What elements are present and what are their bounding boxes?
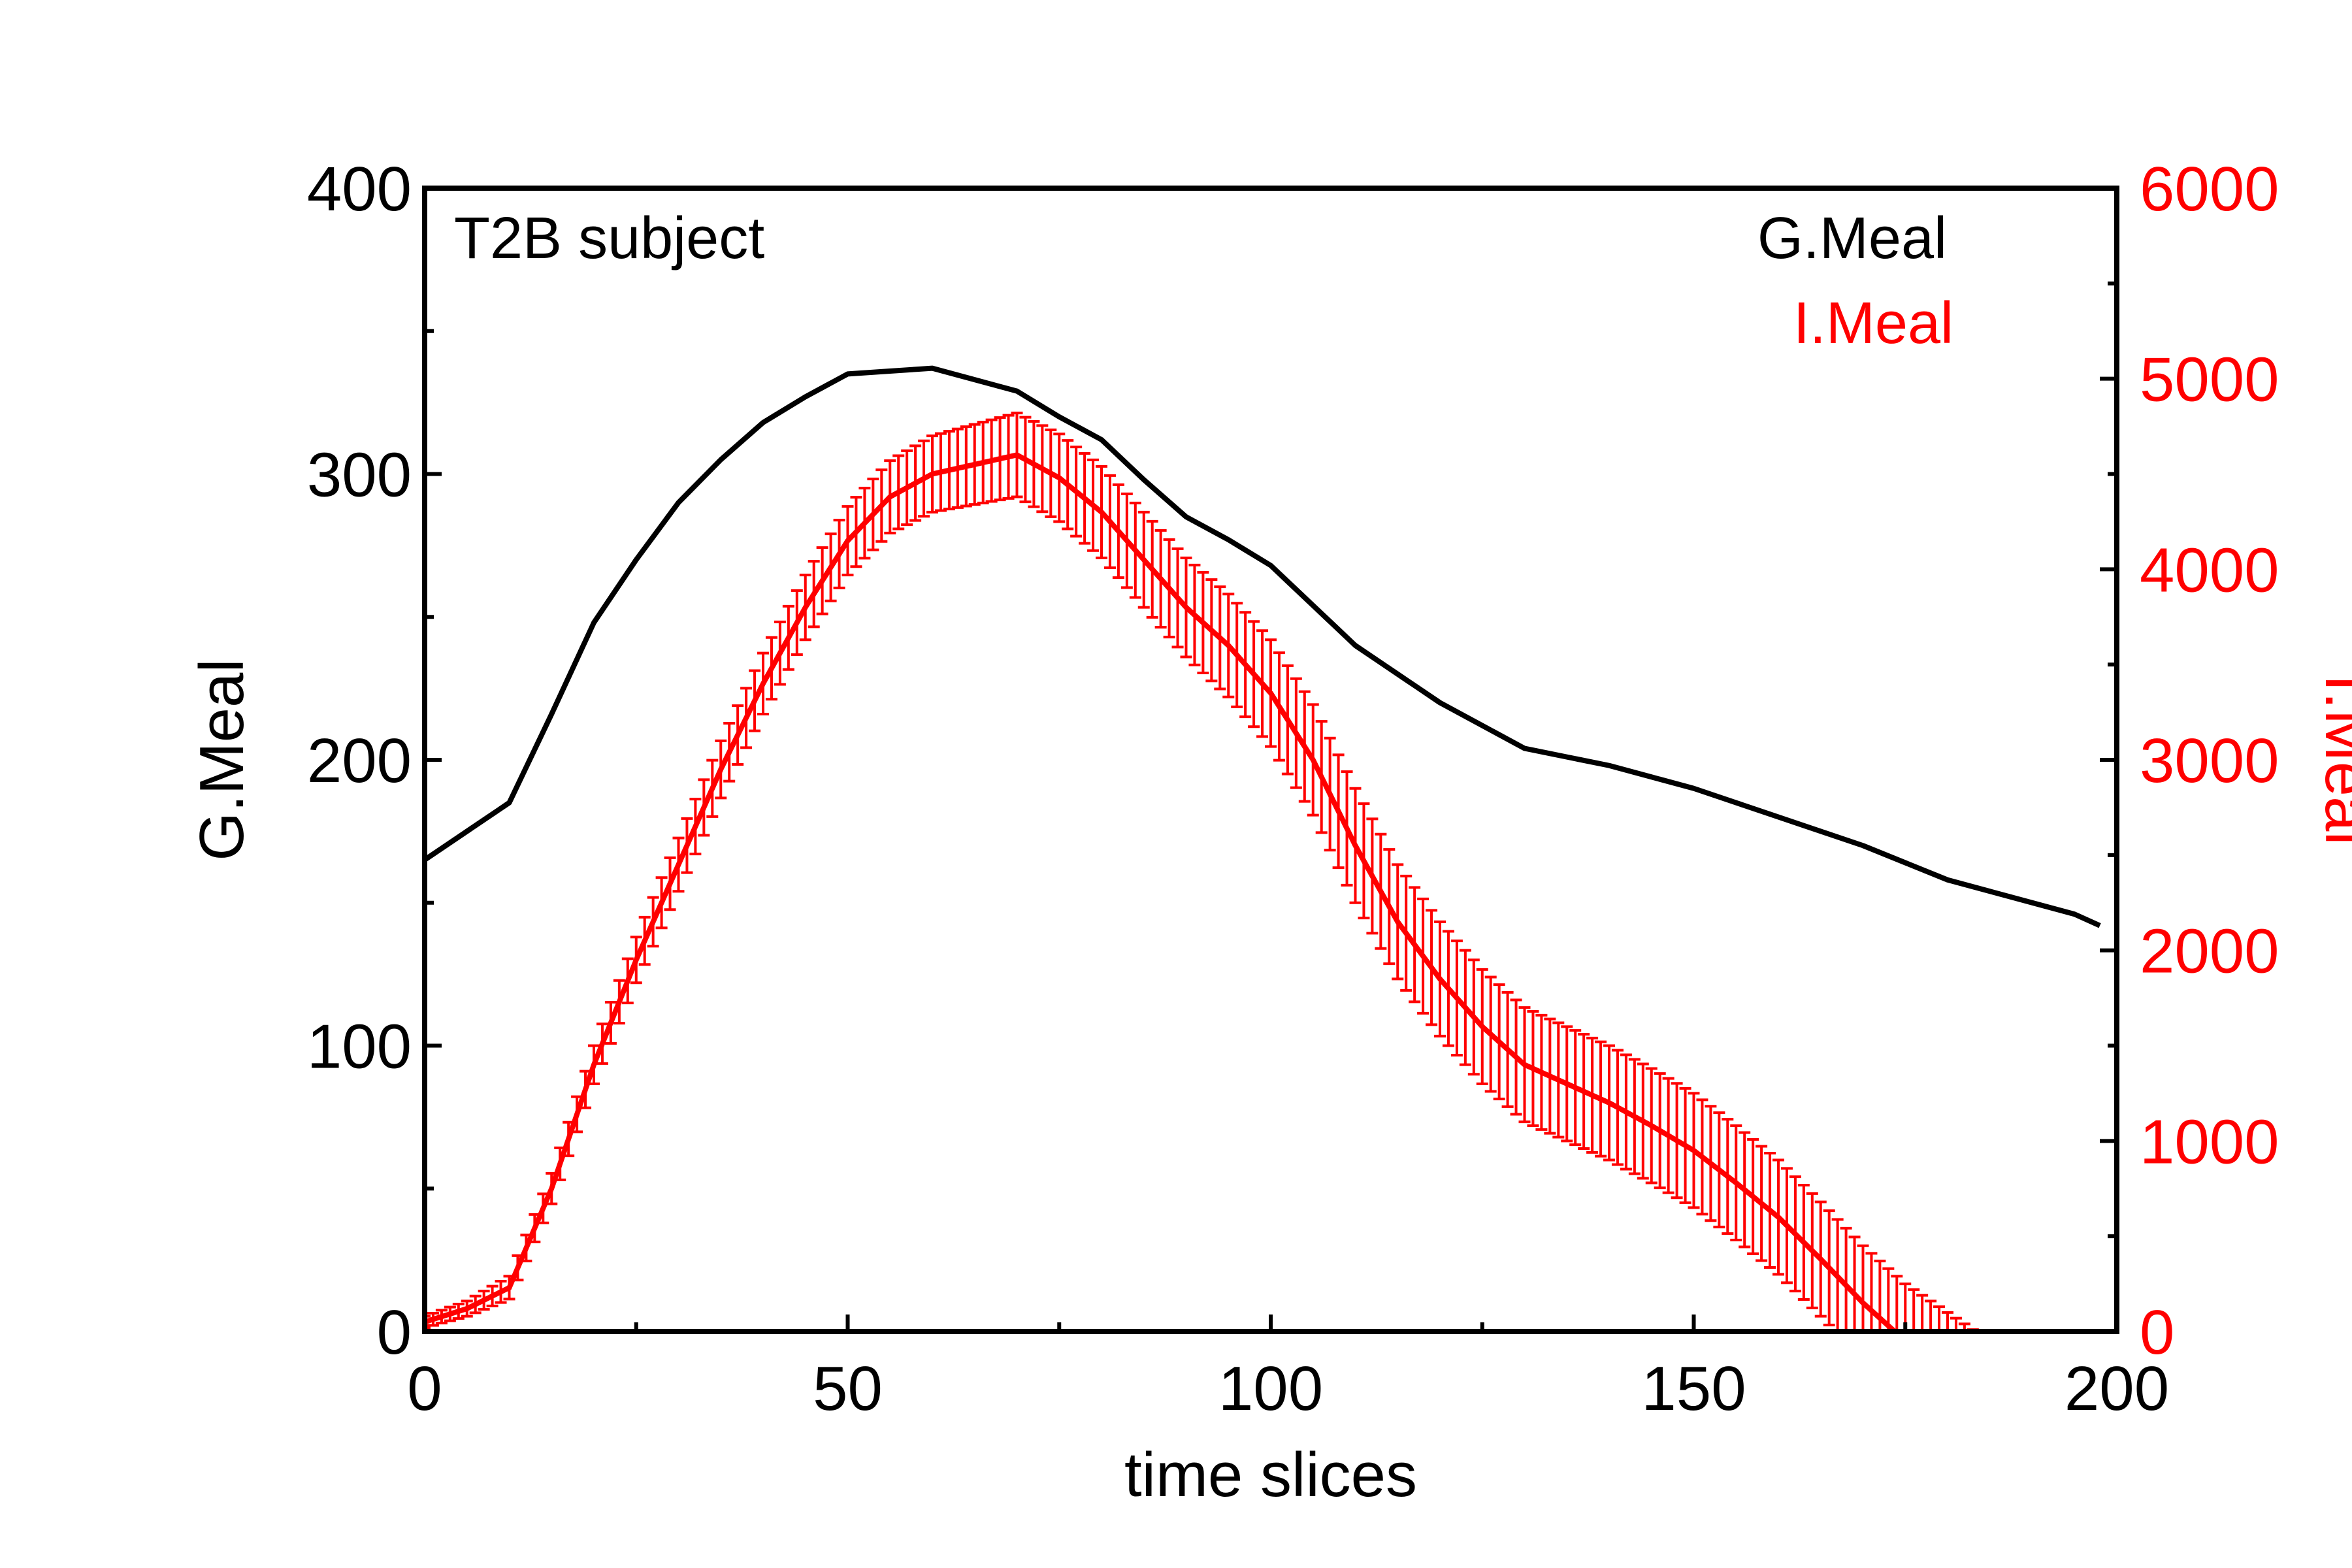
g-meal-series bbox=[425, 365, 2101, 928]
y2-axis-title: I.Meal bbox=[2312, 674, 2352, 845]
legend-g-meal: G.Meal bbox=[1757, 206, 1947, 271]
y-tick-label: 200 bbox=[307, 726, 412, 796]
i-meal-series bbox=[425, 412, 1979, 1331]
y2-tick-label: 1000 bbox=[2140, 1107, 2279, 1177]
y2-tick-label: 4000 bbox=[2140, 535, 2279, 605]
x-tick-label: 0 bbox=[407, 1354, 442, 1424]
subject-annotation: T2B subject bbox=[454, 206, 764, 271]
y-tick-label: 400 bbox=[307, 154, 412, 224]
y2-tick-label: 0 bbox=[2140, 1298, 2174, 1367]
x-tick-label: 200 bbox=[2065, 1354, 2169, 1424]
plot-frame bbox=[422, 186, 2119, 1334]
x-tick-label: 100 bbox=[1218, 1354, 1323, 1424]
y-tick-label: 100 bbox=[307, 1012, 412, 1082]
axis-ticks bbox=[423, 186, 2119, 1333]
y-tick-label: 0 bbox=[377, 1298, 412, 1367]
legend-i-meal: I.Meal bbox=[1793, 291, 1953, 356]
x-tick-label: 50 bbox=[813, 1354, 883, 1424]
axis-tick-labels: 0 50 100 150 2000100200300400010002000300040… bbox=[307, 154, 2279, 1424]
y-tick-label: 300 bbox=[307, 440, 412, 510]
y2-tick-label: 2000 bbox=[2140, 917, 2279, 987]
x-axis-title: time slices bbox=[1124, 1440, 1417, 1510]
y-axis-title: G.Meal bbox=[187, 659, 257, 860]
y2-tick-label: 3000 bbox=[2140, 726, 2279, 796]
y2-tick-label: 6000 bbox=[2140, 154, 2279, 224]
y2-tick-label: 5000 bbox=[2140, 345, 2279, 415]
i-meal-line bbox=[425, 452, 1899, 1331]
g-meal-line bbox=[425, 365, 2101, 928]
x-tick-label: 150 bbox=[1641, 1354, 1746, 1424]
